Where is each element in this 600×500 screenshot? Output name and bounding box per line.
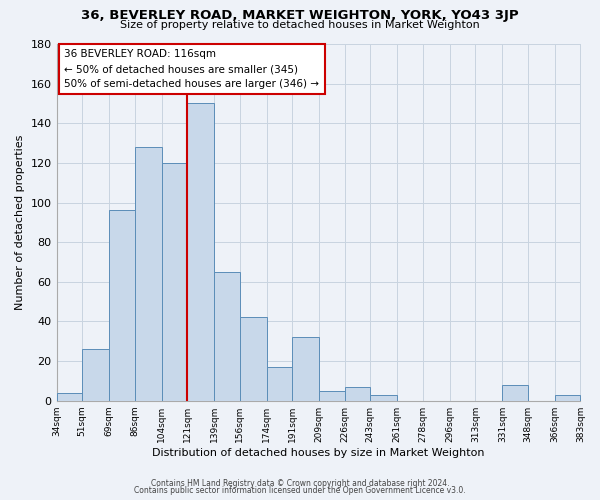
Text: 36, BEVERLEY ROAD, MARKET WEIGHTON, YORK, YO43 3JP: 36, BEVERLEY ROAD, MARKET WEIGHTON, YORK…	[81, 9, 519, 22]
Bar	[82, 349, 109, 401]
Bar	[319, 391, 345, 400]
Bar	[214, 272, 240, 400]
Bar	[370, 395, 397, 400]
Text: 36 BEVERLEY ROAD: 116sqm
← 50% of detached houses are smaller (345)
50% of semi-: 36 BEVERLEY ROAD: 116sqm ← 50% of detach…	[64, 50, 319, 89]
Bar	[134, 147, 161, 401]
Bar	[161, 163, 187, 400]
Text: Contains HM Land Registry data © Crown copyright and database right 2024.: Contains HM Land Registry data © Crown c…	[151, 479, 449, 488]
Bar	[56, 393, 82, 400]
Bar	[267, 367, 292, 400]
Text: Contains public sector information licensed under the Open Government Licence v3: Contains public sector information licen…	[134, 486, 466, 495]
Bar	[580, 396, 600, 400]
Bar	[292, 338, 319, 400]
Text: Size of property relative to detached houses in Market Weighton: Size of property relative to detached ho…	[120, 20, 480, 30]
Bar	[240, 318, 267, 400]
Bar	[555, 395, 580, 400]
Bar	[187, 104, 214, 401]
Bar	[502, 385, 528, 400]
Y-axis label: Number of detached properties: Number of detached properties	[15, 134, 25, 310]
Bar	[109, 210, 134, 400]
Bar	[345, 387, 370, 400]
X-axis label: Distribution of detached houses by size in Market Weighton: Distribution of detached houses by size …	[152, 448, 485, 458]
